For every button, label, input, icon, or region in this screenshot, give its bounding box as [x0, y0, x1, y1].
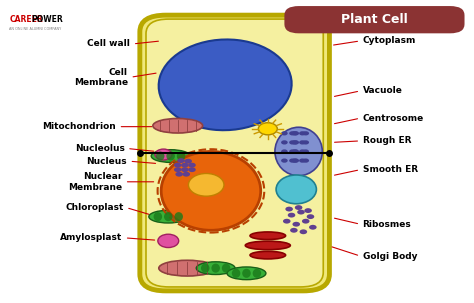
Text: Vacuole: Vacuole [363, 86, 402, 95]
Circle shape [289, 158, 296, 163]
Text: Cell
Membrane: Cell Membrane [74, 68, 128, 87]
Text: Nucleus: Nucleus [86, 157, 127, 166]
Text: Nucleolus: Nucleolus [75, 144, 125, 153]
Ellipse shape [211, 264, 220, 273]
Text: CAREER: CAREER [9, 15, 43, 24]
FancyBboxPatch shape [284, 6, 465, 33]
Circle shape [295, 205, 302, 210]
Circle shape [289, 149, 296, 154]
Circle shape [299, 140, 306, 145]
Circle shape [302, 158, 309, 163]
Text: Nuclear
Membrane: Nuclear Membrane [68, 172, 122, 191]
Circle shape [281, 140, 288, 145]
Ellipse shape [161, 152, 261, 230]
Text: Amylosplast: Amylosplast [60, 233, 122, 242]
Circle shape [158, 234, 179, 248]
Circle shape [300, 229, 307, 234]
Circle shape [288, 213, 295, 218]
Ellipse shape [159, 260, 216, 276]
Text: AN ONLINE ALUMNI COMPANY: AN ONLINE ALUMNI COMPANY [9, 27, 62, 31]
FancyBboxPatch shape [140, 15, 329, 291]
Circle shape [289, 131, 296, 135]
Text: Chloroplast: Chloroplast [65, 203, 124, 212]
Ellipse shape [149, 210, 188, 223]
Circle shape [309, 225, 317, 230]
Circle shape [292, 140, 299, 145]
Ellipse shape [222, 264, 230, 273]
Circle shape [188, 163, 196, 168]
Text: Rough ER: Rough ER [363, 136, 411, 145]
Circle shape [175, 172, 183, 177]
Ellipse shape [154, 212, 162, 221]
Circle shape [292, 149, 298, 154]
Text: Smooth ER: Smooth ER [363, 165, 418, 174]
Ellipse shape [232, 269, 240, 278]
Text: Cell wall: Cell wall [88, 39, 130, 48]
Ellipse shape [250, 251, 285, 259]
Ellipse shape [275, 127, 322, 176]
Circle shape [155, 149, 172, 160]
Circle shape [184, 159, 192, 164]
Ellipse shape [227, 267, 266, 280]
Circle shape [292, 158, 299, 163]
Text: POWER: POWER [31, 15, 63, 24]
Circle shape [292, 131, 299, 135]
Ellipse shape [174, 212, 183, 221]
Circle shape [281, 158, 288, 163]
Text: Cytoplasm: Cytoplasm [363, 36, 416, 45]
Ellipse shape [250, 232, 285, 239]
Circle shape [181, 167, 189, 172]
Circle shape [281, 131, 288, 135]
Circle shape [283, 219, 291, 224]
Circle shape [292, 149, 299, 154]
Ellipse shape [188, 173, 224, 196]
Circle shape [297, 210, 305, 215]
Circle shape [299, 149, 306, 154]
Text: Ribosmes: Ribosmes [363, 220, 411, 229]
Ellipse shape [166, 152, 175, 161]
Circle shape [292, 131, 298, 135]
Ellipse shape [196, 262, 235, 275]
Ellipse shape [153, 118, 202, 133]
Circle shape [302, 131, 309, 135]
Ellipse shape [177, 152, 185, 161]
Circle shape [304, 208, 312, 213]
Circle shape [177, 158, 185, 163]
Ellipse shape [246, 241, 290, 250]
Circle shape [290, 228, 298, 233]
Text: Plant Cell: Plant Cell [341, 13, 408, 26]
Circle shape [174, 167, 182, 172]
Circle shape [302, 149, 309, 154]
Circle shape [174, 163, 182, 168]
Circle shape [292, 158, 298, 163]
Circle shape [299, 131, 306, 135]
Circle shape [285, 207, 293, 211]
Ellipse shape [159, 39, 292, 130]
Text: Mitochondrion: Mitochondrion [42, 122, 116, 131]
Circle shape [299, 158, 306, 163]
Circle shape [181, 163, 189, 168]
FancyBboxPatch shape [146, 19, 323, 287]
Circle shape [182, 172, 190, 177]
Ellipse shape [242, 269, 251, 278]
Circle shape [281, 149, 288, 154]
Circle shape [292, 140, 298, 145]
Circle shape [258, 123, 277, 135]
Ellipse shape [156, 152, 164, 161]
Ellipse shape [276, 175, 316, 204]
Circle shape [292, 222, 300, 227]
Text: Centrosome: Centrosome [363, 114, 424, 123]
Ellipse shape [201, 264, 210, 273]
Circle shape [302, 140, 309, 145]
Circle shape [307, 214, 314, 219]
Text: Golgi Body: Golgi Body [363, 251, 417, 261]
Circle shape [289, 140, 296, 145]
Circle shape [302, 219, 310, 224]
Ellipse shape [253, 269, 261, 278]
Ellipse shape [151, 150, 190, 162]
Circle shape [188, 167, 196, 172]
Ellipse shape [164, 212, 173, 221]
